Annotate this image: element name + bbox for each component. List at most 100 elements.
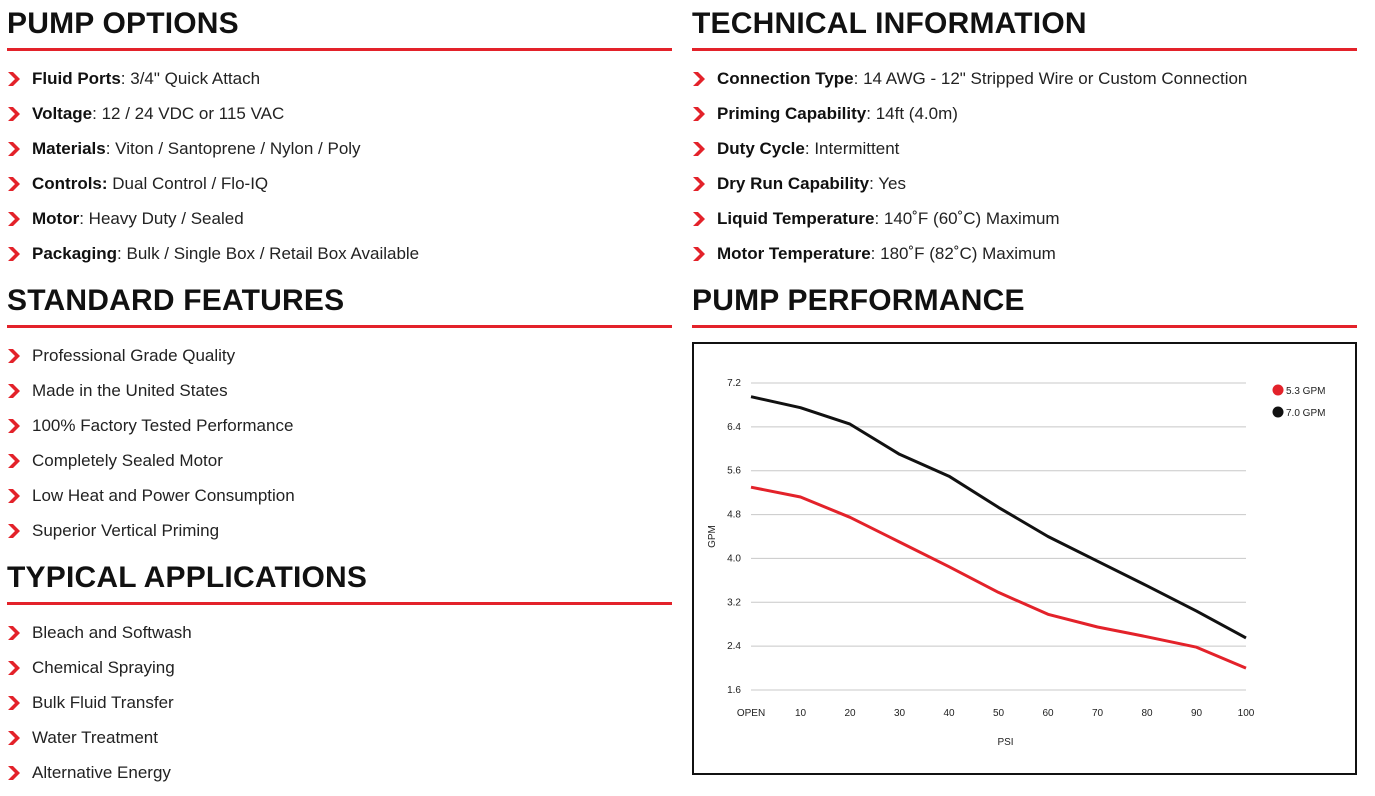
item-value: Intermittent — [809, 138, 900, 158]
list-item: Fluid Ports: 3/4" Quick Attach — [7, 61, 672, 96]
y-tick-label: 4.0 — [727, 553, 741, 564]
item-label: Priming Capability — [717, 103, 867, 123]
section-title: STANDARD FEATURES — [7, 284, 345, 317]
item-separator: : — [866, 103, 871, 123]
section-divider — [692, 325, 1357, 328]
item-label: Controls: — [32, 173, 108, 193]
chevron-right-icon — [8, 765, 20, 780]
x-tick-label: 70 — [1092, 708, 1104, 719]
standard-features-section: STANDARD FEATURES Professional Grade Qua… — [7, 281, 672, 548]
legend-marker — [1272, 406, 1284, 418]
chevron-right-icon — [8, 695, 20, 710]
pump-options-section: PUMP OPTIONS Fluid Ports: 3/4" Quick Att… — [7, 4, 672, 271]
chevron-right-icon — [8, 625, 20, 640]
item-text: Bulk Fluid Transfer — [32, 692, 174, 712]
list-item: Completely Sealed Motor — [7, 443, 672, 478]
x-tick-label: 30 — [894, 708, 906, 719]
item-label: Fluid Ports — [32, 68, 121, 88]
typical-applications-section: TYPICAL APPLICATIONS Bleach and Softwash… — [7, 558, 672, 790]
x-tick-label: 80 — [1141, 708, 1153, 719]
chevron-right-icon — [693, 71, 705, 86]
list-item: Materials: Viton / Santoprene / Nylon / … — [7, 131, 672, 166]
x-axis-label: PSI — [997, 737, 1013, 748]
item-separator: : — [874, 208, 880, 228]
item-value: Heavy Duty / Sealed — [83, 208, 244, 228]
chevron-right-icon — [8, 730, 20, 745]
item-value: Bulk / Single Box / Retail Box Available — [121, 243, 420, 263]
item-text: Chemical Spraying — [32, 657, 175, 677]
item-text: Alternative Energy — [32, 762, 171, 782]
chart-canvas: 7.2 6.4 5.6 4.8 4.0 3.2 2.4 1.6 OPEN 10 20 30 40 50 60… — [707, 378, 1325, 748]
item-label: Connection Type — [717, 68, 854, 88]
item-text: Professional Grade Quality — [32, 345, 236, 365]
pump-performance-section: PUMP PERFORMANCE — [692, 281, 1357, 328]
list-item: Bleach and Softwash — [7, 615, 672, 650]
legend-label: 5.3 GPM — [1286, 386, 1325, 397]
item-text: Made in the United States — [32, 380, 228, 400]
list-item: Alternative Energy — [7, 755, 672, 790]
x-tick-label: 20 — [844, 708, 856, 719]
item-label: Packaging — [32, 243, 118, 263]
technical-information-section: TECHNICAL INFORMATION Connection Type: 1… — [692, 4, 1357, 271]
list-item: 100% Factory Tested Performance — [7, 408, 672, 443]
y-tick-label: 3.2 — [727, 597, 741, 608]
chevron-right-icon — [693, 106, 705, 121]
section-divider — [692, 48, 1357, 51]
item-separator: : — [92, 103, 97, 123]
item-separator: : — [120, 68, 126, 88]
item-separator: : — [117, 243, 122, 263]
list-item: Voltage: 12 / 24 VDC or 115 VAC — [7, 96, 672, 131]
chevron-right-icon — [8, 660, 20, 675]
list-item: Professional Grade Quality — [7, 338, 672, 373]
item-text: Superior Vertical Priming — [32, 520, 220, 540]
item-value: Yes — [873, 173, 906, 193]
x-tick-label: 50 — [993, 708, 1005, 719]
list-item: Liquid Temperature: 140˚F (60˚C) Maximum — [692, 201, 1357, 236]
legend-label: 7.0 GPM — [1286, 408, 1325, 419]
y-tick-label: 2.4 — [727, 641, 741, 652]
item-label: Voltage — [32, 103, 93, 123]
y-tick-label: 7.2 — [727, 378, 741, 389]
item-value: Dual Control / Flo-IQ — [107, 173, 269, 193]
y-tick-label: 1.6 — [727, 685, 741, 696]
chevron-right-icon — [8, 453, 20, 468]
chevron-right-icon — [8, 106, 20, 121]
chevron-right-icon — [8, 246, 20, 261]
item-value: Viton / Santoprene / Nylon / Poly — [110, 138, 361, 158]
chevron-right-icon — [693, 141, 705, 156]
y-tick-label: 5.6 — [727, 466, 741, 477]
x-tick-label: 10 — [795, 708, 807, 719]
chevron-right-icon — [8, 211, 20, 226]
list-item: Packaging: Bulk / Single Box / Retail Bo… — [7, 236, 672, 271]
item-label: Motor Temperature — [717, 243, 871, 263]
x-tick-label: 40 — [943, 708, 955, 719]
list-item: Water Treatment — [7, 720, 672, 755]
item-separator: : — [804, 138, 810, 158]
legend-marker — [1272, 384, 1284, 396]
chevron-right-icon — [693, 246, 705, 261]
item-value: 180˚F (82˚C) Maximum — [875, 243, 1056, 263]
list-item: Chemical Spraying — [7, 650, 672, 685]
series-line-1 — [750, 485, 1247, 670]
pump-performance-chart: 7.2 6.4 5.6 4.8 4.0 3.2 2.4 1.6 OPEN 10 20 30 40 50 60… — [692, 342, 1357, 775]
list-item: Bulk Fluid Transfer — [7, 685, 672, 720]
item-text: Water Treatment — [32, 727, 158, 747]
chevron-right-icon — [8, 383, 20, 398]
list-item: Motor Temperature: 180˚F (82˚C) Maximum — [692, 236, 1357, 271]
x-tick-label: 90 — [1191, 708, 1203, 719]
chevron-right-icon — [693, 176, 705, 191]
section-title: PUMP OPTIONS — [7, 7, 239, 40]
x-tick-label: 100 — [1238, 708, 1255, 719]
list-item: Low Heat and Power Consumption — [7, 478, 672, 513]
item-separator: : — [870, 243, 876, 263]
standard-features-list: Professional Grade Quality Made in the Un… — [7, 338, 672, 548]
chevron-right-icon — [8, 71, 20, 86]
item-label: Liquid Temperature — [717, 208, 875, 228]
item-label: Duty Cycle — [717, 138, 805, 158]
item-label: Materials — [32, 138, 106, 158]
pump-options-list: Fluid Ports: 3/4" Quick Attach Voltage: 1… — [7, 61, 672, 271]
list-item: Priming Capability: 14ft (4.0m) — [692, 96, 1357, 131]
chevron-right-icon — [8, 348, 20, 363]
list-item: Connection Type: 14 AWG - 12" Stripped W… — [692, 61, 1357, 96]
item-separator: : — [869, 173, 874, 193]
